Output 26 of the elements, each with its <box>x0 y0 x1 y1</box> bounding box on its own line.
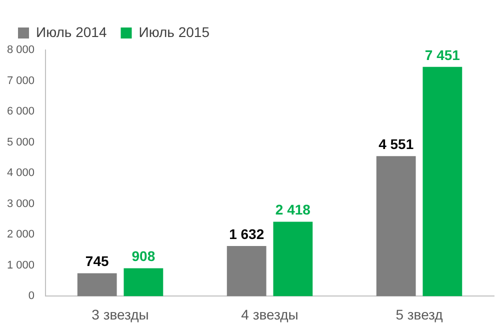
bar <box>226 246 266 296</box>
data-label: 2 418 <box>275 202 311 218</box>
y-tick-label: 2 000 <box>6 228 35 241</box>
data-label: 745 <box>85 253 109 270</box>
bar <box>77 273 117 296</box>
x-tick-label: 3 звезды <box>92 306 149 322</box>
bar <box>124 268 164 296</box>
bar <box>422 66 462 296</box>
data-label: 908 <box>132 248 156 264</box>
x-tick-label: 5 звезд <box>396 306 443 322</box>
y-tick-label: 8 000 <box>6 44 35 56</box>
legend-label: Июль 2015 <box>138 24 210 40</box>
bar <box>376 156 416 296</box>
y-tick-label: 4 000 <box>6 167 35 180</box>
data-label: 1 632 <box>229 226 264 242</box>
data-label: 4 551 <box>378 136 414 152</box>
bar <box>273 222 313 296</box>
x-tick-label: 4 звезды <box>241 306 298 322</box>
y-tick-label: 7 000 <box>6 74 35 87</box>
y-tick-label: 6 000 <box>6 106 35 118</box>
y-tick-label: 3 000 <box>6 198 35 210</box>
data-label: 7 451 <box>424 46 460 63</box>
y-tick-label: 1 000 <box>6 259 35 272</box>
legend-label: Июль 2014 <box>36 24 107 40</box>
y-tick-label: 5 000 <box>6 136 35 148</box>
y-tick-label: 0 <box>28 290 35 302</box>
